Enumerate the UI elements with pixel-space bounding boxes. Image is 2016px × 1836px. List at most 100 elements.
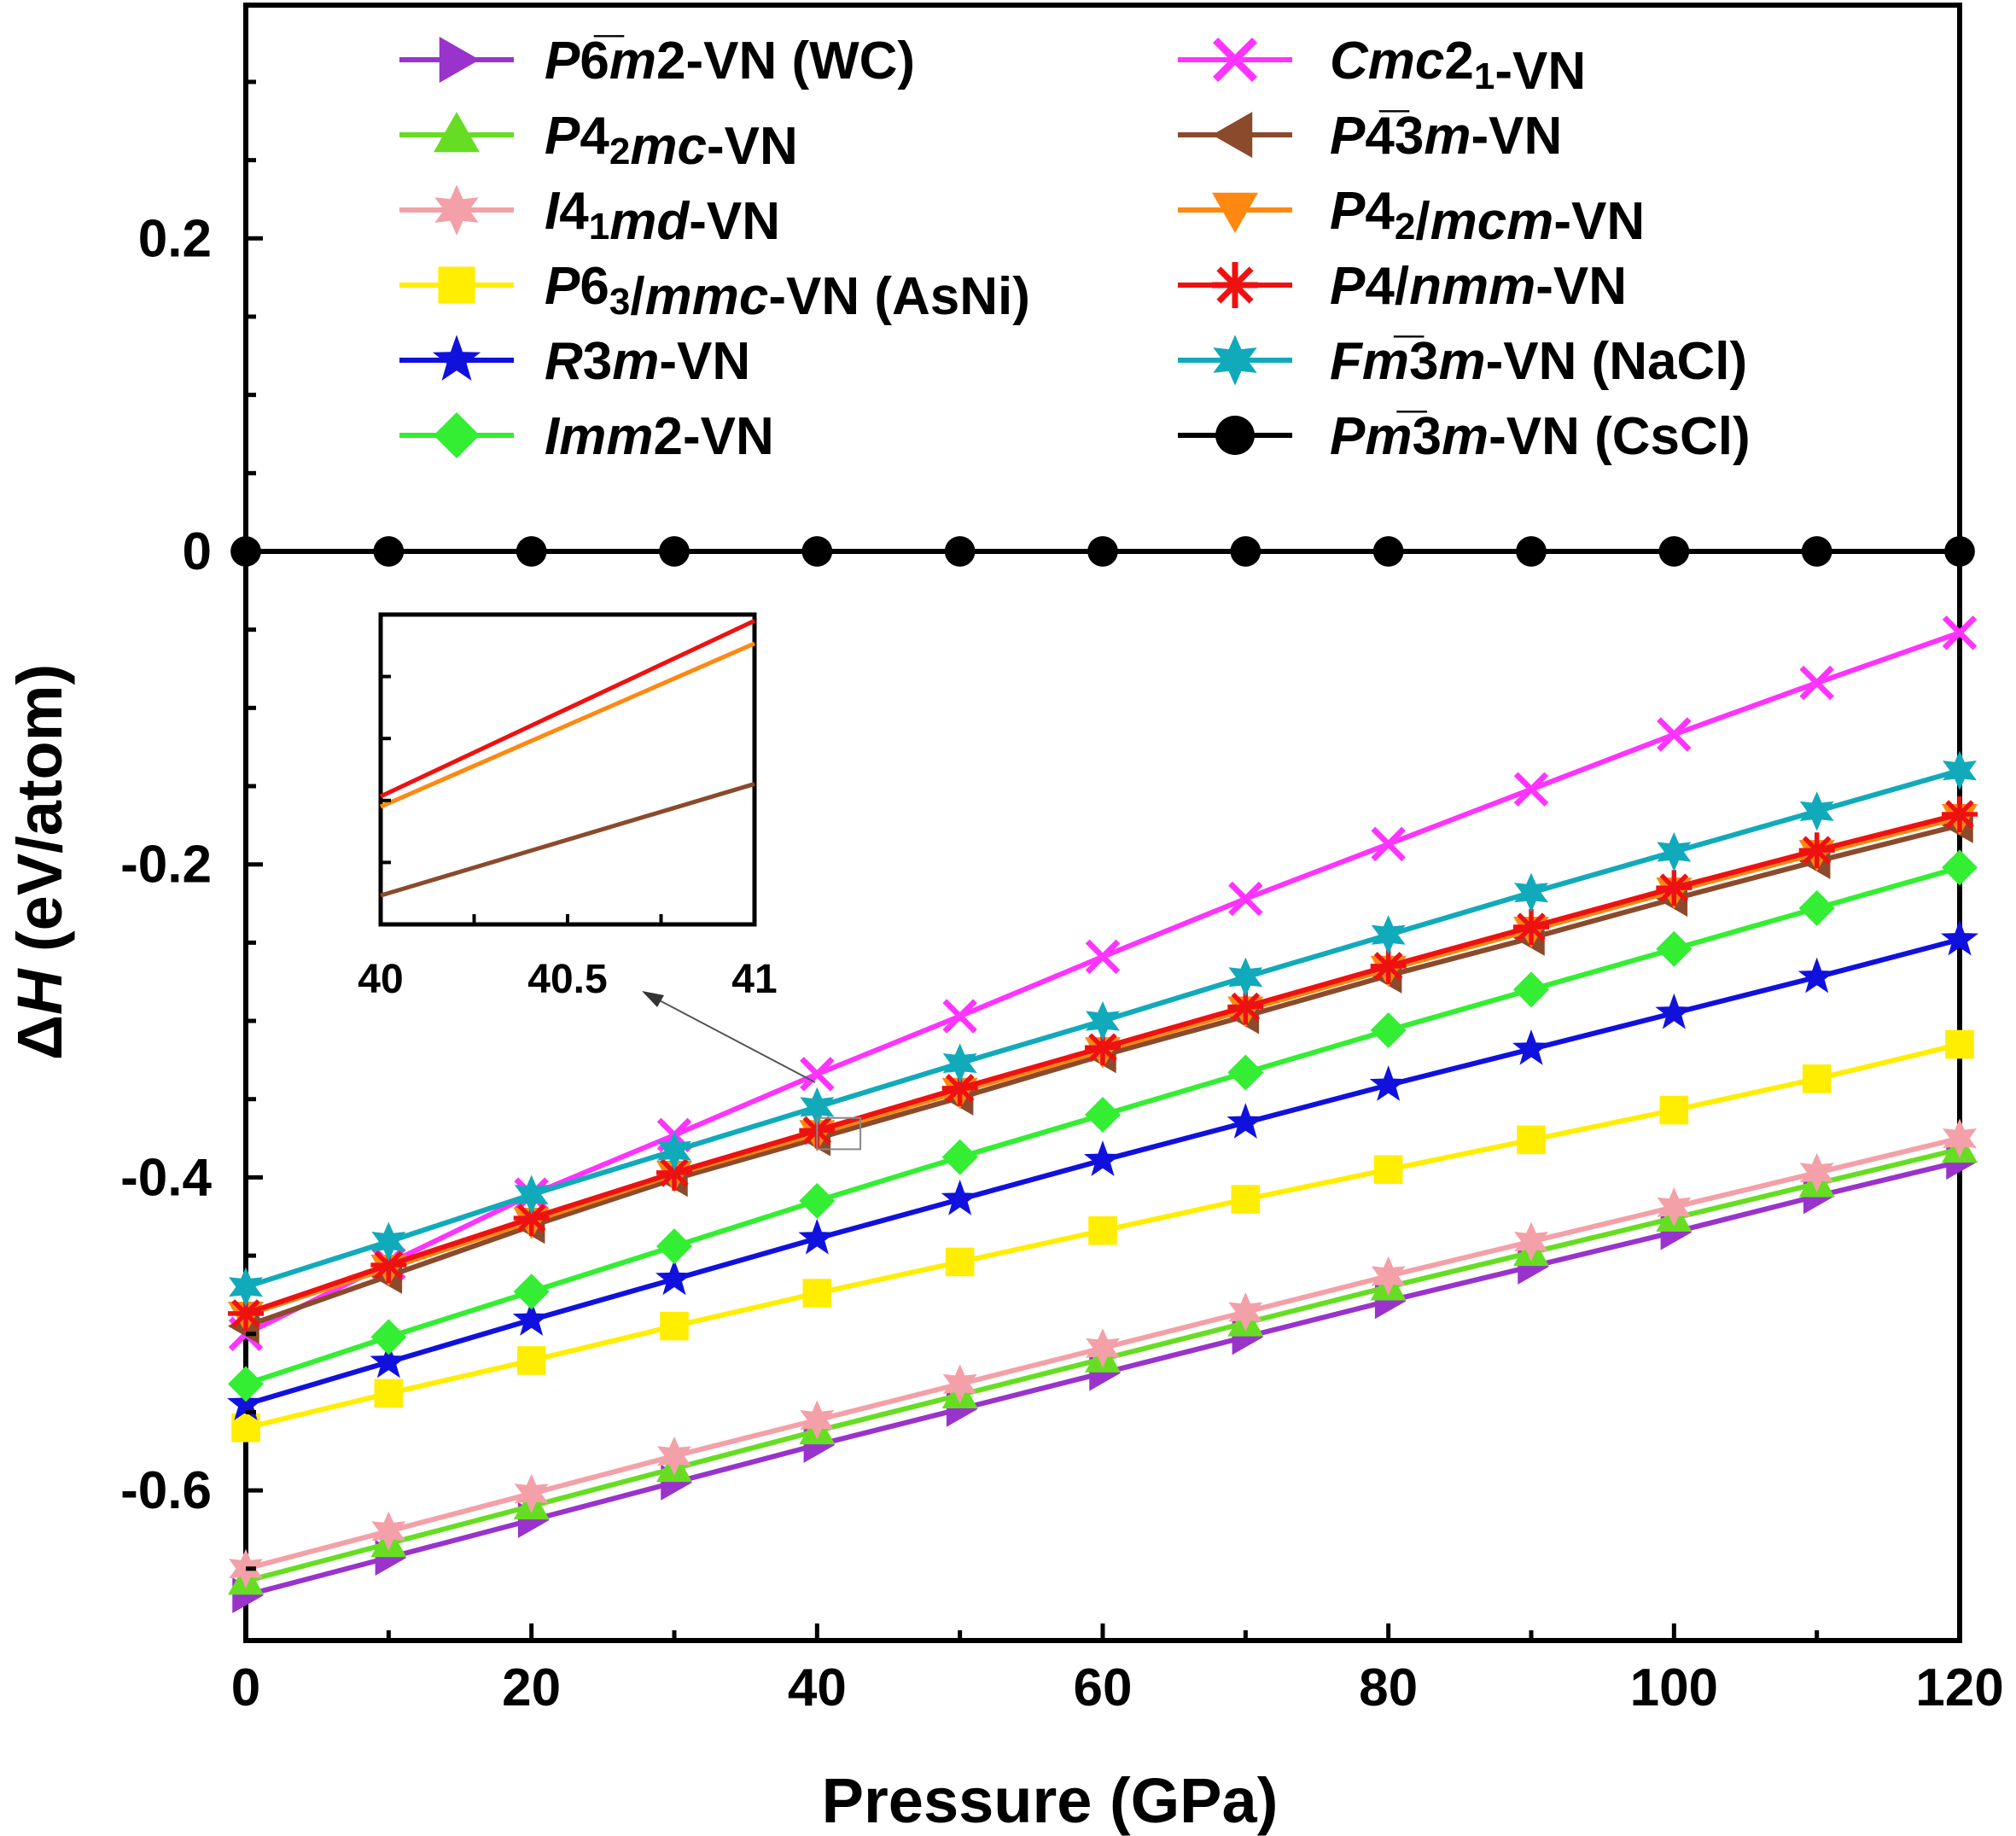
data-point [228, 1295, 264, 1332]
legend-label: P42/mcm-VN [1330, 182, 1645, 251]
data-point [227, 1384, 265, 1420]
zoom-arrow-line [652, 996, 816, 1083]
inset-line-p42-mcm-vn [379, 641, 756, 809]
data-point [1226, 1103, 1265, 1139]
data-point [941, 1070, 978, 1106]
series-pm3m-vn-cscl [230, 536, 1975, 567]
legend-marker [1215, 416, 1255, 455]
legend-label: Cmc21-VN [1330, 32, 1586, 101]
series-p4-nmm-vn [228, 796, 1978, 1332]
data-point [1514, 1221, 1548, 1262]
data-point [1517, 1125, 1546, 1155]
data-point [1370, 947, 1407, 984]
data-point [370, 1247, 407, 1284]
legend-marker [432, 335, 481, 381]
data-point [1372, 536, 1404, 567]
data-point [512, 1300, 551, 1336]
series-imm2-vn [228, 849, 1978, 1402]
data-point [800, 1057, 835, 1092]
data-point [1656, 930, 1693, 967]
data-point [1942, 796, 1978, 833]
data-point [371, 1221, 406, 1262]
inset-zoom: 40 40.5 41 [358, 612, 862, 1151]
y-tick-label: 0.2 [138, 209, 212, 268]
data-point [1942, 615, 1978, 650]
y-tick-label: 0 [183, 522, 212, 581]
data-point [1799, 1152, 1834, 1192]
data-point [513, 1200, 550, 1237]
x-tick-label: 100 [1630, 1658, 1718, 1717]
data-point [1943, 1118, 1977, 1158]
data-point [1087, 536, 1118, 567]
data-point [1231, 1185, 1261, 1214]
legend-entry-r3m-vn: R3m-VN [399, 332, 750, 391]
data-point [1512, 1029, 1550, 1065]
data-point [373, 536, 405, 567]
data-point [513, 1274, 550, 1310]
legend-label: R3m-VN [545, 332, 750, 391]
legend-entry-i41md-vn: I41md-VN [399, 182, 780, 251]
data-point [1227, 988, 1264, 1025]
legend-label: P6̅m2-VN (WC) [545, 32, 915, 90]
inset-line-p4-nmm-vn [379, 618, 756, 799]
y-tick-label: -0.4 [120, 1148, 212, 1207]
legend-entry-cmc21-vn: Cmc21-VN [1178, 32, 1586, 101]
data-point [514, 1174, 549, 1215]
data-point [655, 1259, 693, 1296]
data-point [656, 1228, 692, 1265]
data-point [942, 1364, 977, 1404]
data-point [1802, 1064, 1832, 1093]
legend-label: P4̅3m-VN [1330, 107, 1562, 166]
legend-entry-p6m2-vn-wc: P6̅m2-VN (WC) [399, 32, 915, 90]
data-point [1371, 1256, 1406, 1296]
inset-line-p43m-vn [380, 782, 755, 898]
legend-label: P63/mmc-VN (AsNi) [545, 257, 1030, 326]
data-point [1798, 957, 1836, 994]
data-point [802, 1279, 832, 1308]
legend-label: I41md-VN [545, 182, 780, 251]
data-point [1659, 1095, 1689, 1125]
data-point [228, 1366, 264, 1402]
data-point [1228, 957, 1263, 997]
inset-x-tick-label: 40.5 [527, 957, 607, 1002]
data-point [1798, 832, 1835, 869]
data-point [1801, 536, 1832, 567]
data-point [800, 1087, 835, 1127]
legend-entry-pm3m-vn-cscl: Pm̅3m-VN (CsCl) [1178, 407, 1751, 466]
legend-marker [1212, 37, 1258, 83]
inset-x-tick-label: 40 [358, 957, 403, 1002]
data-point [229, 1267, 263, 1307]
x-tick-label: 80 [1359, 1658, 1418, 1717]
legend-marker [434, 184, 479, 236]
data-point [1371, 915, 1406, 955]
x-tick-label: 120 [1915, 1658, 2003, 1717]
legend-label: Fm̅3m-VN (NaCl) [1330, 332, 1747, 391]
data-point [1656, 870, 1693, 906]
y-axis-title: ΔH (eV/atom) [4, 664, 75, 1060]
legend-marker [1212, 112, 1253, 158]
y-tick-label: -0.6 [120, 1461, 212, 1520]
data-point [1942, 849, 1978, 886]
legend-marker [439, 37, 480, 83]
series-r3m-vn [227, 919, 1978, 1420]
data-point [657, 1436, 691, 1476]
data-point [1514, 872, 1548, 912]
data-point [1084, 1140, 1122, 1176]
data-point [1230, 536, 1261, 567]
data-point [1085, 1097, 1121, 1134]
data-point [1086, 1001, 1120, 1041]
data-point [1657, 717, 1692, 752]
zoom-region-box [816, 1116, 862, 1151]
x-axis-title: Pressure (GPa) [822, 1765, 1279, 1836]
data-point [514, 1473, 549, 1513]
data-point [1513, 971, 1549, 1008]
data-point [942, 999, 977, 1034]
data-point [1944, 536, 1975, 567]
data-point [660, 1311, 689, 1341]
data-point [801, 536, 833, 567]
data-point [1798, 890, 1835, 927]
legend-entry-p43m-vn: P4̅3m-VN [1178, 107, 1562, 166]
data-point [1370, 1012, 1407, 1049]
data-point [1228, 1292, 1263, 1332]
